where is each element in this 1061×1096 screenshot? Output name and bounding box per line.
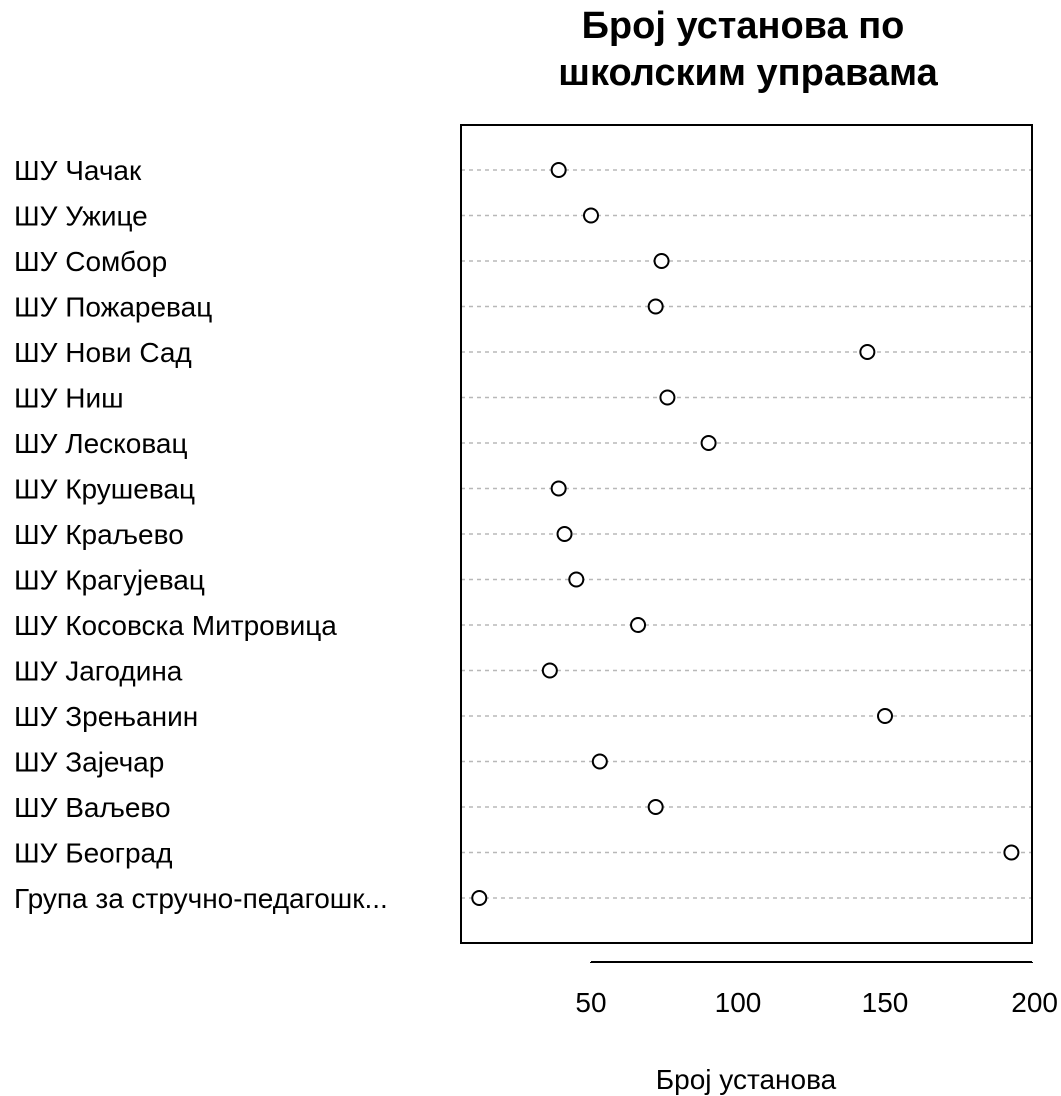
x-axis: 50 100 150 200: [575, 962, 1058, 1018]
category-label: ШУ Ужице: [14, 201, 148, 232]
data-point: [552, 163, 566, 177]
data-point: [593, 755, 607, 769]
category-label: ШУ Ниш: [14, 383, 124, 414]
category-label: ШУ Пожаревац: [14, 292, 212, 323]
chart-title-line-2: школским управама: [558, 52, 938, 94]
category-label: ШУ Београд: [14, 838, 172, 869]
category-label: ШУ Нови Сад: [14, 337, 192, 368]
data-point: [472, 891, 486, 905]
category-label: Група за стручно-педагошк...: [14, 883, 388, 914]
data-point: [558, 527, 572, 541]
data-point: [569, 573, 583, 587]
data-point: [655, 254, 669, 268]
category-label: ШУ Сомбор: [14, 246, 167, 277]
data-point: [702, 436, 716, 450]
category-label: ШУ Чачак: [14, 155, 142, 186]
data-point: [543, 664, 557, 678]
category-label: ШУ Косовска Митровица: [14, 610, 337, 641]
chart-title-line-1: Број установа по: [582, 5, 905, 47]
x-axis-title: Број установа: [656, 1064, 837, 1095]
x-tick-label: 100: [715, 987, 762, 1018]
data-point: [660, 391, 674, 405]
category-label: ШУ Лесковац: [14, 428, 187, 459]
data-point: [1004, 846, 1018, 860]
category-label: ШУ Зрењанин: [14, 701, 198, 732]
plot-frame: [461, 125, 1032, 943]
data-point: [878, 709, 892, 723]
x-tick-label: 150: [862, 987, 909, 1018]
data-point: [649, 300, 663, 314]
category-label: ШУ Крагујевац: [14, 565, 205, 596]
data-point: [552, 482, 566, 496]
data-point: [860, 345, 874, 359]
category-label: ШУ Крушевац: [14, 474, 195, 505]
x-tick-label: 200: [1011, 987, 1058, 1018]
data-point: [584, 209, 598, 223]
grid-lines: [461, 170, 1032, 898]
category-label: ШУ Ваљево: [14, 792, 171, 823]
category-label: ШУ Јагодина: [14, 656, 183, 687]
x-tick-label: 50: [575, 987, 606, 1018]
data-point: [649, 800, 663, 814]
category-label: ШУ Краљево: [14, 519, 184, 550]
category-label: ШУ Зајечар: [14, 747, 164, 778]
category-labels: ШУ Чачак ШУ Ужице ШУ Сомбор ШУ Пожаревац ШУ …: [14, 155, 388, 914]
data-point: [631, 618, 645, 632]
